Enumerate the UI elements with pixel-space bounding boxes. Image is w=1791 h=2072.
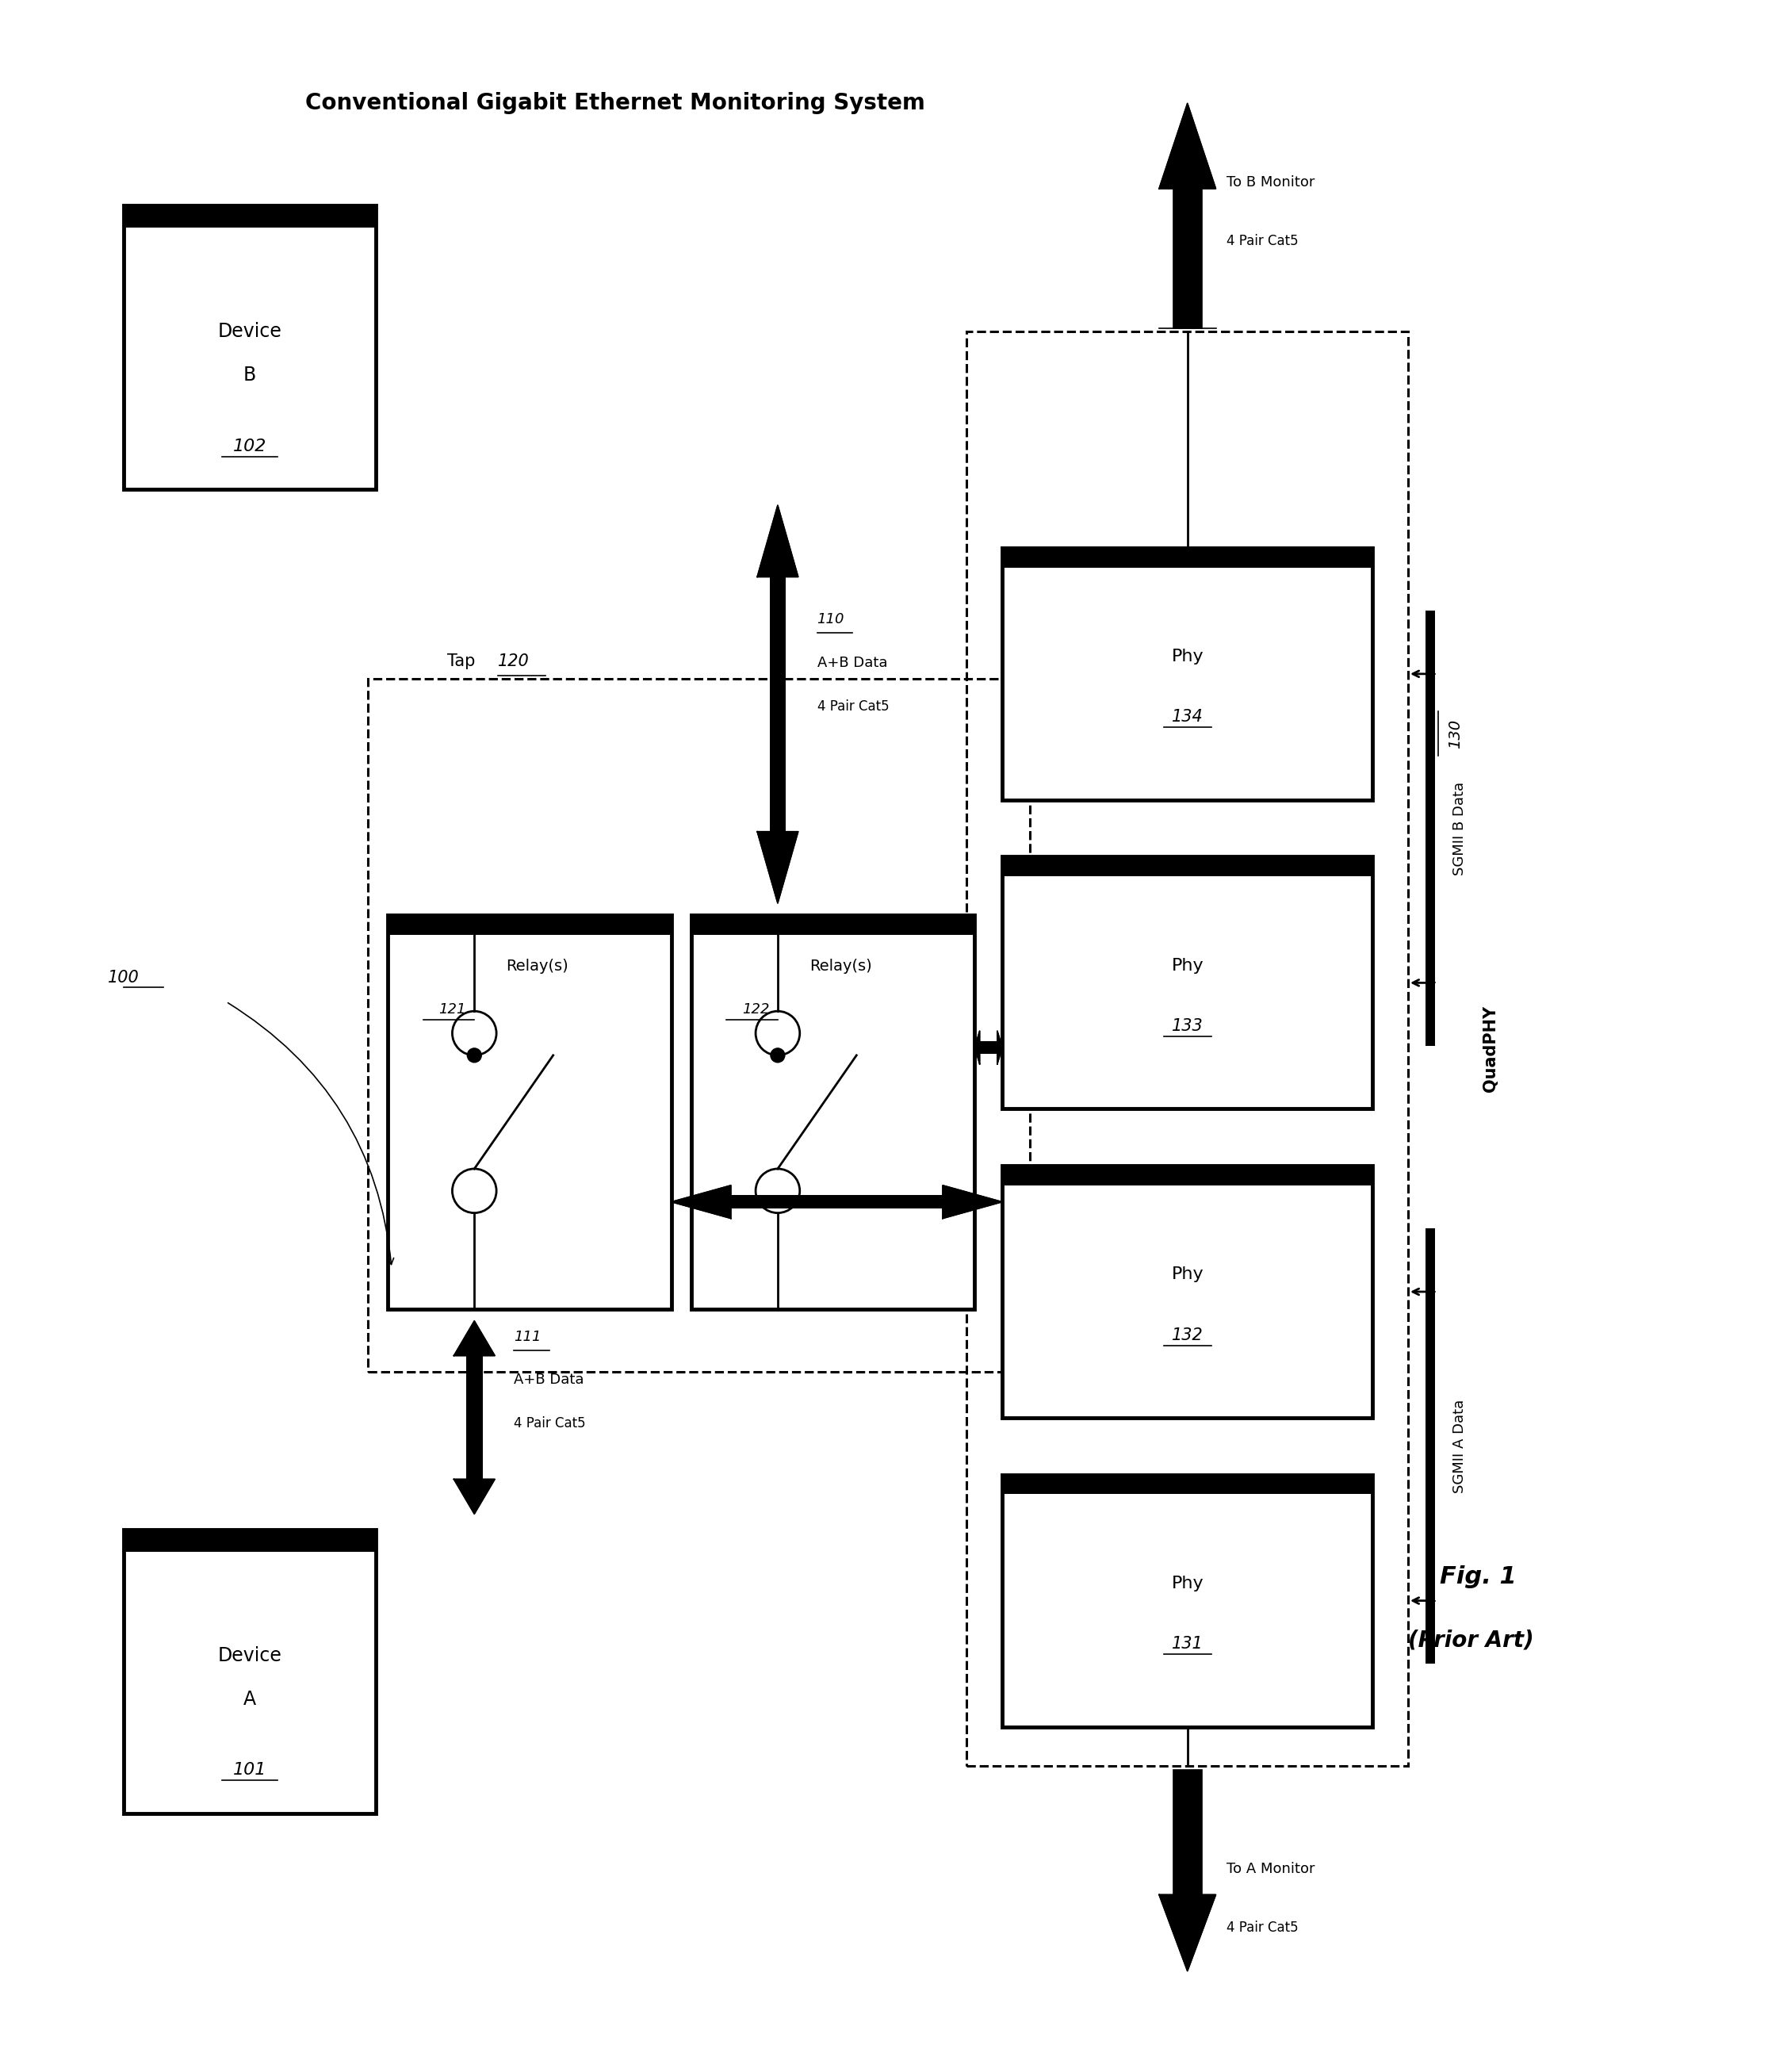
- Bar: [1003, 547, 1372, 568]
- Text: 111: 111: [514, 1330, 541, 1345]
- Bar: [1003, 1167, 1372, 1185]
- Circle shape: [467, 1048, 482, 1063]
- Text: Fig. 1: Fig. 1: [1440, 1566, 1517, 1589]
- Circle shape: [770, 1048, 784, 1063]
- Bar: [387, 916, 672, 934]
- Polygon shape: [1159, 104, 1216, 189]
- Bar: [124, 1529, 376, 1552]
- Text: 121: 121: [439, 1003, 466, 1017]
- Polygon shape: [453, 1320, 494, 1355]
- Polygon shape: [942, 1185, 1003, 1218]
- Text: SGMII B Data: SGMII B Data: [1453, 781, 1467, 874]
- Bar: [1003, 856, 1372, 876]
- Bar: [1003, 1475, 1372, 1726]
- Bar: [691, 916, 974, 934]
- Text: 133: 133: [1171, 1017, 1204, 1034]
- Text: 122: 122: [741, 1003, 770, 1017]
- Bar: [980, 1040, 998, 1055]
- Bar: [770, 576, 786, 831]
- Text: To A Monitor: To A Monitor: [1227, 1861, 1315, 1875]
- Text: Phy: Phy: [1171, 1266, 1204, 1283]
- Text: 130: 130: [1447, 719, 1463, 748]
- Bar: [1173, 1769, 1202, 1894]
- Text: Relay(s): Relay(s): [507, 959, 568, 974]
- Polygon shape: [998, 1032, 1003, 1065]
- Bar: [1003, 1475, 1372, 1494]
- Text: Device: Device: [219, 323, 281, 342]
- Bar: [967, 332, 1408, 1765]
- Bar: [387, 916, 672, 1310]
- Bar: [1003, 1167, 1372, 1417]
- Text: Relay(s): Relay(s): [810, 959, 872, 974]
- Bar: [1173, 189, 1202, 327]
- Polygon shape: [1159, 1894, 1216, 1970]
- Bar: [731, 1196, 942, 1208]
- Text: 4 Pair Cat5: 4 Pair Cat5: [514, 1415, 586, 1430]
- Text: (Prior Art): (Prior Art): [1408, 1629, 1533, 1651]
- Text: To B Monitor: To B Monitor: [1227, 174, 1315, 189]
- Polygon shape: [758, 831, 799, 903]
- Text: B: B: [244, 365, 256, 385]
- Text: QuadPHY: QuadPHY: [1483, 1005, 1499, 1092]
- Bar: [124, 205, 376, 228]
- Bar: [466, 1355, 482, 1479]
- Text: 120: 120: [498, 653, 530, 669]
- Text: 134: 134: [1171, 709, 1204, 725]
- Bar: [1426, 1229, 1435, 1664]
- Text: A: A: [244, 1689, 256, 1709]
- Text: Phy: Phy: [1171, 649, 1204, 665]
- Text: 131: 131: [1171, 1637, 1204, 1651]
- Text: A+B Data: A+B Data: [817, 655, 887, 669]
- Bar: [367, 680, 1030, 1372]
- Polygon shape: [974, 1032, 980, 1065]
- Text: 100: 100: [107, 970, 140, 986]
- Text: 101: 101: [233, 1761, 267, 1778]
- Bar: [1003, 856, 1372, 1109]
- Text: Tap: Tap: [446, 653, 475, 669]
- Polygon shape: [453, 1479, 494, 1515]
- Text: 132: 132: [1171, 1328, 1204, 1343]
- Text: 4 Pair Cat5: 4 Pair Cat5: [1227, 234, 1298, 249]
- Bar: [691, 916, 974, 1310]
- Text: 4 Pair Cat5: 4 Pair Cat5: [1227, 1921, 1298, 1935]
- Text: Phy: Phy: [1171, 957, 1204, 974]
- Text: Device: Device: [219, 1647, 281, 1666]
- Polygon shape: [758, 506, 799, 576]
- Text: SGMII A Data: SGMII A Data: [1453, 1399, 1467, 1494]
- Text: 110: 110: [817, 613, 844, 626]
- Text: A+B Data: A+B Data: [514, 1374, 584, 1386]
- Bar: [124, 205, 376, 489]
- Polygon shape: [672, 1185, 731, 1218]
- Text: Conventional Gigabit Ethernet Monitoring System: Conventional Gigabit Ethernet Monitoring…: [304, 91, 924, 114]
- Bar: [1426, 611, 1435, 1046]
- Text: 102: 102: [233, 437, 267, 454]
- Text: Phy: Phy: [1171, 1575, 1204, 1591]
- Bar: [1003, 547, 1372, 800]
- Text: 4 Pair Cat5: 4 Pair Cat5: [817, 698, 888, 713]
- Bar: [124, 1529, 376, 1813]
